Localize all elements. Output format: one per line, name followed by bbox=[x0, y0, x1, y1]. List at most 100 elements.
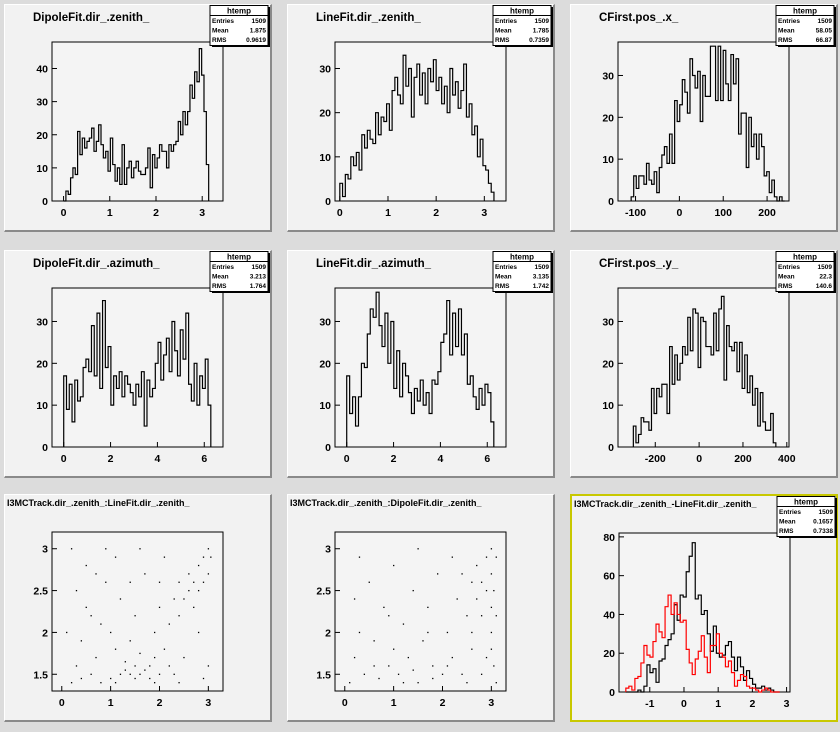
scatter-point bbox=[466, 615, 468, 617]
stats-label: Mean bbox=[779, 519, 796, 526]
scatter-point bbox=[110, 677, 112, 680]
stats-background bbox=[775, 251, 835, 292]
y-tick-label: 2 bbox=[325, 627, 331, 639]
stats-value: 3.213 bbox=[250, 274, 267, 281]
stats-box: htemp Entries 1509 Mean 22.3 RMS 140.6 bbox=[775, 251, 836, 293]
scatter-point bbox=[493, 589, 495, 592]
stats-label: Entries bbox=[212, 264, 234, 271]
scatter-point bbox=[178, 682, 180, 684]
stats-name: htemp bbox=[793, 7, 817, 16]
plot-frame bbox=[617, 287, 790, 448]
stats-name: htemp bbox=[227, 7, 251, 16]
x-tick-label: 3 bbox=[784, 698, 790, 710]
scatter-point bbox=[207, 665, 210, 667]
scatter-point bbox=[490, 648, 493, 650]
y-tick-label: 80 bbox=[603, 532, 615, 544]
scatter-point bbox=[476, 564, 478, 567]
y-tick-label: 30 bbox=[36, 316, 48, 328]
y-tick-label: 10 bbox=[319, 152, 331, 164]
y-tick-label: 10 bbox=[602, 154, 614, 166]
stats-box: htemp Entries 1509 Mean 1.875 RMS 0.9619 bbox=[209, 5, 270, 47]
pad-3[interactable]: CFirst.pos_.x_ -100 0 100 200 0 10 20 30 htemp Ent… bbox=[570, 4, 838, 232]
pad-1[interactable]: DipoleFit.dir_.zenith_ 0 1 2 3 0 10 20 30 40 htemp… bbox=[4, 4, 272, 232]
scatter-point bbox=[134, 615, 136, 617]
scatter-point bbox=[129, 673, 131, 675]
scatter-point bbox=[393, 564, 395, 567]
scatter-point bbox=[358, 631, 361, 634]
scatter-point bbox=[388, 665, 390, 667]
pad-5[interactable]: LineFit.dir_.azimuth_ 0 2 4 6 0 10 20 30 htemp Ent… bbox=[287, 250, 555, 478]
scatter-point bbox=[188, 573, 190, 575]
stats-label: Entries bbox=[495, 264, 517, 271]
scatter-point bbox=[432, 677, 434, 680]
stats-value: 0.9619 bbox=[246, 37, 266, 44]
scatter-point bbox=[168, 665, 170, 667]
scatter-point bbox=[139, 548, 141, 550]
stats-value: 3.135 bbox=[533, 274, 550, 281]
histogram-series-1 bbox=[632, 295, 777, 447]
stats-value: 1509 bbox=[818, 264, 833, 271]
scatter-point bbox=[95, 573, 97, 575]
scatter-point bbox=[476, 598, 478, 600]
plot-frame bbox=[51, 41, 224, 202]
pad-6[interactable]: CFirst.pos_.y_ -200 0 200 400 0 10 20 30 htemp Ent… bbox=[570, 250, 838, 478]
x-tick-label: 1 bbox=[107, 207, 113, 219]
scatter-point bbox=[495, 682, 497, 684]
scatter-point bbox=[446, 631, 449, 634]
y-tick-label: 30 bbox=[319, 316, 331, 328]
pad-7[interactable]: I3MCTrack.dir_.zenith_:LineFit.dir_.zeni… bbox=[4, 494, 272, 722]
chart-title: CFirst.pos_.y_ bbox=[599, 258, 679, 270]
scatter-point bbox=[358, 556, 361, 558]
stats-box: htemp Entries 1509 Mean 58.05 RMS 66.87 bbox=[775, 5, 836, 47]
scatter-point bbox=[134, 677, 136, 680]
chart-svg: I3MCTrack.dir_.zenith_-LineFit.dir_.zeni… bbox=[574, 496, 837, 710]
stats-label: RMS bbox=[212, 37, 227, 44]
pad-9[interactable]: I3MCTrack.dir_.zenith_-LineFit.dir_.zeni… bbox=[570, 494, 838, 722]
scatter-point bbox=[80, 677, 83, 680]
histogram-series-1 bbox=[630, 45, 785, 202]
stats-label: Mean bbox=[778, 28, 795, 35]
stats-label: RMS bbox=[495, 37, 510, 44]
pad-8[interactable]: I3MCTrack.dir_.zenith_:DipoleFit.dir_.ze… bbox=[287, 494, 555, 722]
pad-2[interactable]: LineFit.dir_.zenith_ 0 1 2 3 0 10 20 30 htemp Entr… bbox=[287, 4, 555, 232]
chart-title: CFirst.pos_.x_ bbox=[599, 12, 679, 24]
plot-frame bbox=[51, 531, 224, 692]
scatter-point bbox=[85, 606, 87, 609]
stats-value: 1509 bbox=[819, 509, 834, 516]
scatter-point bbox=[207, 548, 210, 550]
scatter-point bbox=[105, 548, 107, 550]
y-tick-label: 10 bbox=[602, 400, 614, 412]
x-tick-label: 200 bbox=[734, 453, 752, 465]
scatter-point bbox=[471, 581, 473, 583]
stats-label: RMS bbox=[779, 528, 794, 535]
scatter-point bbox=[188, 589, 190, 592]
stats-label: Mean bbox=[495, 28, 512, 35]
x-tick-label: -1 bbox=[645, 698, 654, 710]
scatter-point bbox=[210, 556, 212, 558]
scatter-point bbox=[495, 556, 497, 558]
scatter-point bbox=[493, 665, 495, 667]
y-tick-label: 40 bbox=[603, 609, 615, 621]
stats-label: Mean bbox=[778, 274, 795, 281]
pad-4[interactable]: DipoleFit.dir_.azimuth_ 0 2 4 6 0 10 20 30 htemp E… bbox=[4, 250, 272, 478]
stats-value: 1.742 bbox=[533, 283, 550, 290]
scatter-point bbox=[397, 673, 400, 675]
y-tick-label: 20 bbox=[602, 112, 614, 124]
scatter-point bbox=[480, 615, 483, 617]
scatter-point bbox=[437, 573, 439, 575]
stats-value: 0.7359 bbox=[529, 37, 549, 44]
scatter-point bbox=[202, 581, 205, 583]
scatter-point bbox=[139, 673, 141, 675]
y-tick-label: 60 bbox=[603, 571, 615, 583]
y-tick-label: 0 bbox=[609, 687, 615, 699]
chart-svg: LineFit.dir_.azimuth_ 0 2 4 6 0 10 20 30 htemp Ent… bbox=[316, 251, 553, 465]
stats-value: 22.3 bbox=[819, 274, 832, 281]
scatter-point bbox=[75, 665, 78, 667]
chart-svg: CFirst.pos_.y_ -200 0 200 400 0 10 20 30 htemp Ent… bbox=[599, 251, 836, 465]
scatter-point bbox=[90, 615, 92, 617]
x-tick-label: 0 bbox=[59, 697, 65, 709]
x-tick-label: 0 bbox=[342, 697, 348, 709]
stats-value: 140.6 bbox=[816, 283, 833, 290]
scatter-point bbox=[388, 615, 390, 617]
scatter-point bbox=[427, 606, 429, 609]
